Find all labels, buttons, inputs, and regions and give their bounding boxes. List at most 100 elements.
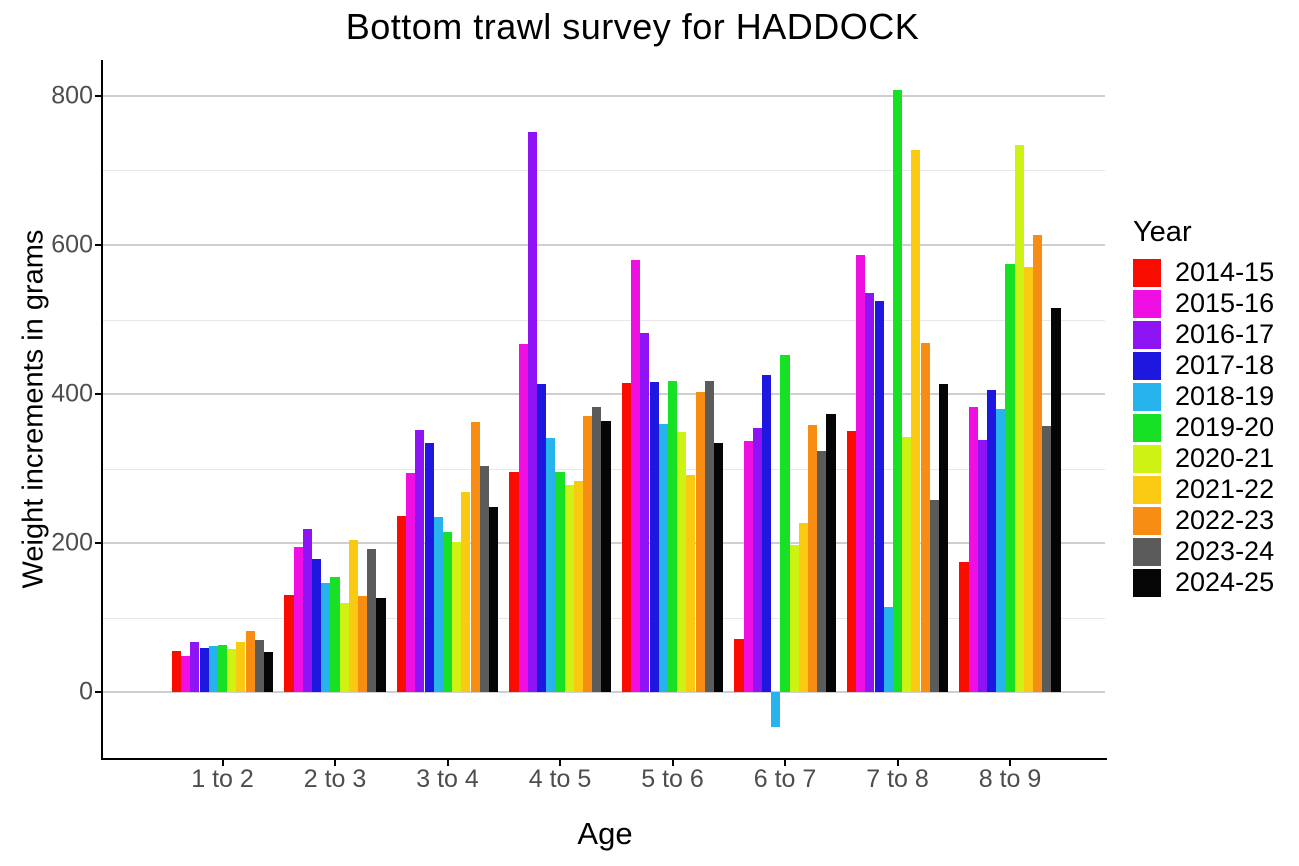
x-tick-label: 8 to 9 [978,765,1042,793]
bar-2017-18-6to7 [762,374,772,693]
bar-2019-20-8to9 [1005,263,1015,693]
bar-2014-15-8to9 [959,561,969,693]
bar-2014-15-5to6 [621,382,632,693]
bar-2024-25-3to4 [488,507,499,693]
legend-row: 2018-19 [1133,381,1274,412]
bar-2021-22-5to6 [686,474,696,693]
bar-2020-21-8to9 [1014,145,1024,693]
bar-2024-25-7to8 [938,384,949,693]
x-tick-mark [671,758,674,766]
legend-swatch-2016-17 [1133,320,1161,349]
major-gridline [103,243,1105,246]
legend-row: 2021-22 [1133,474,1274,505]
legend-row: 2020-21 [1133,443,1274,474]
x-tick-label: 2 to 3 [303,765,367,793]
bar-2023-24-4to5 [592,406,602,693]
legend-row: 2017-18 [1133,350,1274,381]
bar-2024-25-2to3 [376,597,386,693]
x-tick-mark [1009,758,1011,766]
bar-2018-19-4to5 [546,438,556,693]
bar-2022-23-7to8 [920,343,930,693]
bar-2018-19-3to4 [433,517,443,693]
legend-label: 2015-16 [1175,288,1275,318]
bar-2018-19-7to8 [883,606,893,693]
bar-2022-23-6to7 [808,425,818,693]
bar-2016-17-5to6 [640,332,650,693]
bar-2015-16-3to4 [406,473,416,693]
x-tick-mark [221,758,224,766]
legend-swatch-2014-15 [1133,258,1161,287]
legend-swatch-2021-22 [1133,475,1161,504]
legend-swatch-2020-21 [1133,444,1161,473]
legend-row: 2014-15 [1133,257,1274,288]
bar-2018-19-6to7 [771,692,781,727]
x-tick-label: 6 to 7 [753,765,817,793]
bar-2014-15-2to3 [284,594,294,693]
bar-2021-22-7to8 [911,150,921,693]
bar-2018-19-8to9 [996,409,1006,693]
bar-2014-15-7to8 [846,431,857,693]
bar-2015-16-8to9 [968,406,978,693]
bar-2024-25-1to2 [263,652,274,693]
bar-2015-16-1to2 [181,655,191,693]
x-axis-label: Age [577,816,633,851]
major-gridline [103,94,1105,97]
bar-2023-24-2to3 [367,549,377,693]
bar-2015-16-2to3 [293,546,303,693]
x-tick-mark [784,758,786,766]
legend-row: 2022-23 [1133,505,1274,536]
legend-swatch-2019-20 [1133,413,1161,442]
bar-2020-21-5to6 [677,432,687,693]
bar-2019-20-4to5 [555,471,565,693]
x-tick-mark [559,758,561,766]
legend-row: 2024-25 [1133,567,1274,598]
bar-2021-22-6to7 [798,523,808,693]
x-tick-mark [446,758,449,766]
bar-2024-25-6to7 [826,414,836,693]
x-tick-label: 5 to 6 [641,765,704,793]
legend-label: 2018-19 [1175,381,1275,411]
bar-2015-16-4to5 [518,344,528,693]
x-tick-label: 3 to 4 [416,765,479,793]
bar-2020-21-6to7 [789,544,799,693]
bar-2019-20-1to2 [217,645,228,693]
y-tick-mark [95,243,103,246]
chart-title: Bottom trawl survey for HADDOCK [345,6,920,47]
legend-row: 2019-20 [1133,412,1274,443]
bar-2023-24-3to4 [479,465,489,693]
bar-2016-17-7to8 [865,293,875,693]
y-tick-mark [95,542,103,545]
bar-2024-25-5to6 [713,442,724,693]
bar-2017-18-1to2 [199,648,209,693]
bar-2020-21-2to3 [339,602,349,693]
y-tick-label: 600 [51,230,93,259]
legend-row: 2015-16 [1133,288,1274,319]
bar-2020-21-7to8 [902,437,912,693]
bar-2022-23-4to5 [583,416,593,693]
legend-label: 2020-21 [1175,443,1275,473]
legend-row: 2016-17 [1133,319,1274,350]
bar-2024-25-8to9 [1051,308,1061,693]
bar-2017-18-3to4 [424,443,434,693]
bar-2020-21-3to4 [452,542,462,693]
y-tick-label: 0 [79,677,93,706]
x-tick-mark [334,758,336,766]
bar-2019-20-3to4 [442,532,453,693]
bar-2022-23-1to2 [245,631,255,693]
bar-2023-24-8to9 [1042,426,1052,693]
x-tick-label: 1 to 2 [191,765,254,793]
bar-2017-18-8to9 [987,390,997,693]
bar-2024-25-4to5 [601,420,611,693]
bar-2016-17-3to4 [415,429,425,693]
y-tick-mark [95,94,103,97]
bar-2021-22-1to2 [236,641,246,693]
bar-2018-19-1to2 [208,646,218,693]
x-tick-label: 4 to 5 [528,765,592,793]
legend-swatch-2018-19 [1133,382,1161,411]
legend-swatch-2015-16 [1133,289,1161,318]
bar-2023-24-6to7 [817,450,827,693]
legend-swatch-2017-18 [1133,351,1161,380]
legend-items: 2014-15 2015-16 2016-17 2017-18 2018-19 2019-… [1133,257,1274,598]
bar-2016-17-6to7 [752,427,762,693]
